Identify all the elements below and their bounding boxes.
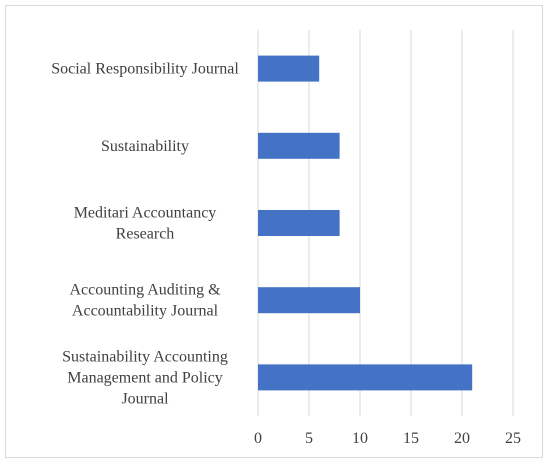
category-label: Management and Policy [67, 369, 223, 386]
category-label: Sustainability Accounting [62, 348, 228, 365]
x-tick-labels: 0 5 10 15 20 25 [254, 430, 521, 447]
category-label: Meditari Accountancy [74, 205, 217, 222]
category-labels: Social Responsibility Journal Sustainabil… [51, 61, 239, 408]
category-label: Sustainability [101, 138, 189, 155]
x-tick-label: 15 [403, 430, 419, 447]
category-label: Research [116, 226, 175, 243]
bar [258, 287, 360, 314]
bar [258, 55, 320, 82]
category-label: Social Responsibility Journal [51, 61, 239, 78]
x-tick-label: 25 [505, 430, 521, 447]
bar [258, 210, 340, 236]
x-tick-label: 20 [454, 430, 470, 447]
category-label: Accounting Auditing & [69, 282, 221, 299]
category-label: Accountability Journal [72, 303, 219, 320]
bar [258, 364, 473, 391]
category-label: Journal [121, 390, 169, 407]
x-tick-label: 10 [352, 430, 368, 447]
bar [258, 132, 340, 159]
bars [258, 55, 473, 391]
x-tick-label: 5 [305, 430, 313, 447]
x-tick-label: 0 [254, 430, 262, 447]
gridlines [257, 30, 514, 416]
